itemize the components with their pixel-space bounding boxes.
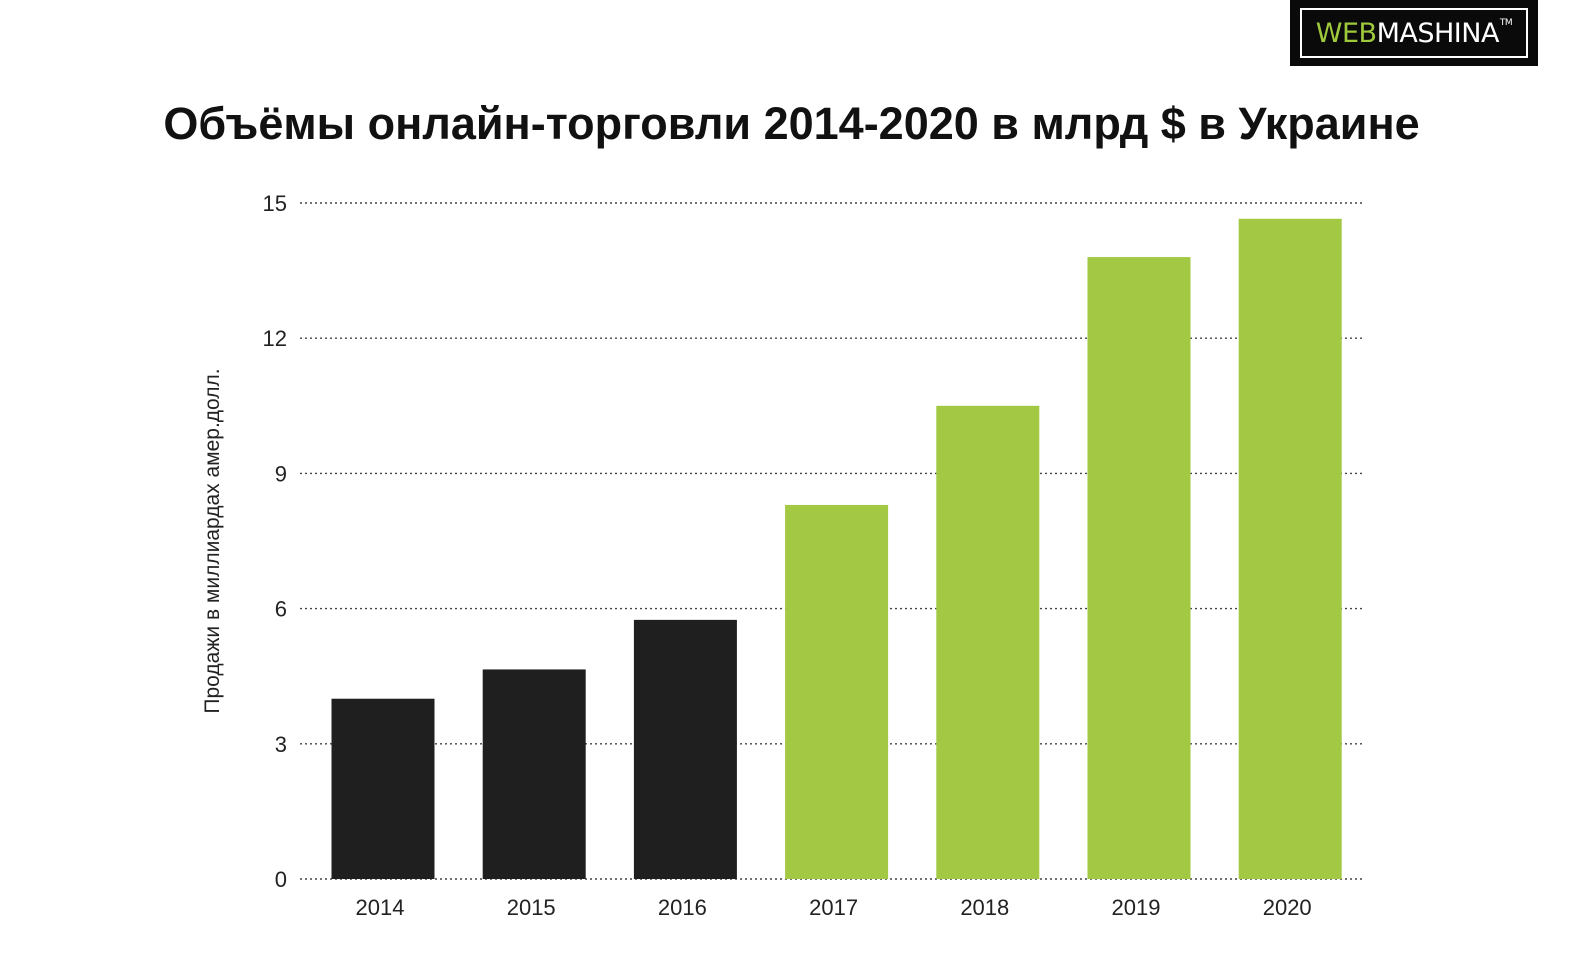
bar-2015 <box>482 669 586 879</box>
y-tick-label: 6 <box>275 597 287 622</box>
y-tick-label: 15 <box>263 191 287 216</box>
y-tick-label: 3 <box>275 732 287 757</box>
x-tick-label: 2018 <box>960 895 1009 920</box>
webmashina-logo: WEB MASHINA TM <box>1290 0 1538 66</box>
x-axis-ticks: 2014 2015 2016 2017 2018 2019 2020 <box>356 895 1312 920</box>
x-tick-label: 2016 <box>658 895 707 920</box>
x-tick-label: 2015 <box>507 895 556 920</box>
logo-trademark: TM <box>1499 18 1513 28</box>
bar-2019 <box>1087 257 1191 880</box>
logo-text-web: WEB <box>1315 17 1377 49</box>
y-axis-ticks: 0 3 6 9 12 15 <box>263 191 287 892</box>
x-tick-label: 2014 <box>356 895 405 920</box>
bar-2014 <box>331 698 435 879</box>
y-axis-title: Продажи в миллиардах амер.долл. <box>201 368 224 713</box>
logo-frame: WEB MASHINA TM <box>1300 8 1528 58</box>
x-tick-label: 2017 <box>809 895 858 920</box>
bar-2018 <box>936 405 1040 879</box>
x-tick-label: 2020 <box>1263 895 1312 920</box>
chart-title: Объёмы онлайн-торговли 2014-2020 в млрд … <box>163 98 1420 149</box>
bar-2017 <box>785 504 889 879</box>
y-tick-label: 9 <box>275 461 287 486</box>
y-tick-label: 12 <box>263 326 287 351</box>
logo-text-mashina: MASHINA <box>1376 17 1500 49</box>
bar-2016 <box>633 619 737 879</box>
bars <box>331 218 1342 880</box>
x-tick-label: 2019 <box>1112 895 1161 920</box>
bar-2020 <box>1238 218 1342 880</box>
y-tick-label: 0 <box>275 867 287 892</box>
